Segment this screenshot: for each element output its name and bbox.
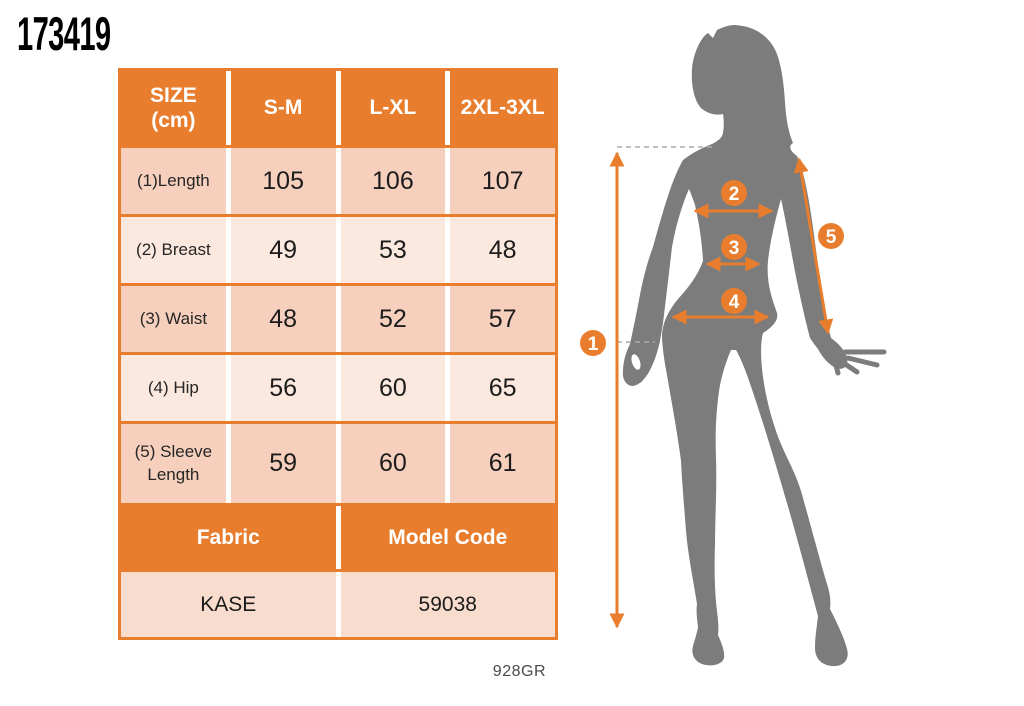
row-label: (1)Length xyxy=(121,148,226,214)
svg-text:5: 5 xyxy=(826,227,837,248)
svg-text:4: 4 xyxy=(729,292,740,313)
size-chart-table: SIZE (cm) S-M L-XL 2XL-3XL (1)Length 105… xyxy=(118,68,558,640)
col-header-l-xl: L-XL xyxy=(340,71,446,145)
row-label: (3) Waist xyxy=(121,286,226,352)
svg-text:3: 3 xyxy=(729,238,740,259)
table-row-breast: (2) Breast 49 53 48 xyxy=(121,214,555,283)
fabric-header-cell: Fabric xyxy=(121,506,336,569)
size-cm-header-cell: SIZE (cm) xyxy=(121,71,226,145)
marker-5-badge: 5 xyxy=(818,223,844,249)
fabric-model-header-row: Fabric Model Code xyxy=(121,503,555,569)
fabric-model-value-row: KASE 59038 xyxy=(121,569,555,637)
product-code-label: 173419 xyxy=(17,7,111,60)
table-row-waist: (3) Waist 48 52 57 xyxy=(121,283,555,352)
marker-3-badge: 3 xyxy=(721,234,747,260)
row-label: (2) Breast xyxy=(121,217,226,283)
model-code-header-cell: Model Code xyxy=(340,506,555,569)
row-label: (5) Sleeve Length xyxy=(121,424,226,503)
size-value: 49 xyxy=(230,217,336,283)
size-value: 56 xyxy=(230,355,336,421)
size-value: 48 xyxy=(230,286,336,352)
sleeve-arrow-icon xyxy=(793,157,834,335)
col-header-s-m: S-M xyxy=(230,71,336,145)
marker-1-badge: 1 xyxy=(580,330,606,356)
table-row-sleeve-length: (5) Sleeve Length 59 60 61 xyxy=(121,421,555,503)
size-value: 57 xyxy=(450,286,555,352)
marker-4-badge: 4 xyxy=(721,288,747,314)
size-value: 65 xyxy=(450,355,555,421)
size-value: 61 xyxy=(450,424,555,503)
size-value: 106 xyxy=(340,148,446,214)
body-measurement-diagram: 1 2 3 4 5 xyxy=(580,25,887,667)
col-header-2xl-3xl: 2XL-3XL xyxy=(450,71,555,145)
right-hand-fingers xyxy=(831,349,887,376)
left-hand-finger xyxy=(637,357,647,383)
table-row-hip: (4) Hip 56 60 65 xyxy=(121,352,555,421)
woman-silhouette-figure xyxy=(622,25,848,667)
model-code-value-cell: 59038 xyxy=(340,572,555,637)
size-value: 48 xyxy=(450,217,555,283)
marker-2-badge: 2 xyxy=(721,180,747,206)
color-code-label: 928GR xyxy=(492,663,546,680)
size-value: 59 xyxy=(230,424,336,503)
svg-text:2: 2 xyxy=(729,184,740,205)
svg-text:1: 1 xyxy=(588,334,599,355)
size-value: 52 xyxy=(340,286,446,352)
size-value: 60 xyxy=(340,355,446,421)
size-value: 107 xyxy=(450,148,555,214)
fabric-value-cell: KASE xyxy=(121,572,336,637)
row-label: (4) Hip xyxy=(121,355,226,421)
size-value: 53 xyxy=(340,217,446,283)
size-table-header-row: SIZE (cm) S-M L-XL 2XL-3XL xyxy=(121,71,555,145)
table-row-length: (1)Length 105 106 107 xyxy=(121,145,555,214)
size-value: 105 xyxy=(230,148,336,214)
size-value: 60 xyxy=(340,424,446,503)
left-hand-gap xyxy=(631,354,641,370)
